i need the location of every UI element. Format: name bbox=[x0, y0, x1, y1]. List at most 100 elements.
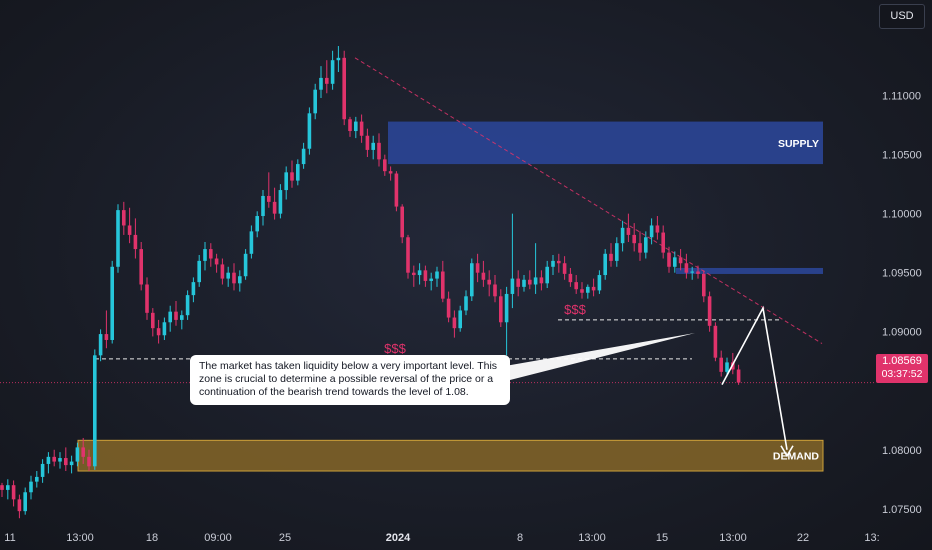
candle-bearish bbox=[133, 234, 138, 250]
candle-bullish bbox=[673, 257, 677, 267]
candle-bearish bbox=[232, 272, 236, 284]
candle-bearish bbox=[174, 311, 178, 320]
candle-bearish bbox=[383, 159, 387, 172]
candle-bearish bbox=[562, 263, 567, 274]
candle-bearish bbox=[568, 273, 573, 283]
candle-bullish bbox=[458, 310, 462, 329]
candle-bullish bbox=[301, 148, 306, 165]
projection-arrowhead bbox=[780, 445, 794, 458]
candle-bearish bbox=[11, 485, 16, 500]
y-axis-tick: 1.11000 bbox=[882, 91, 921, 103]
candle-bullish bbox=[243, 253, 248, 277]
candle-bearish bbox=[145, 284, 149, 313]
candle-bullish bbox=[191, 282, 196, 296]
candle-bullish bbox=[261, 195, 265, 217]
x-axis-tick: 13:00 bbox=[578, 532, 606, 544]
projection-path bbox=[721, 305, 788, 450]
candle-bullish bbox=[313, 89, 317, 114]
candle-bullish bbox=[98, 334, 103, 356]
annotation-pointer bbox=[505, 333, 695, 380]
candle-bearish bbox=[696, 271, 700, 274]
candle-bullish bbox=[470, 263, 474, 297]
candle-bullish bbox=[278, 190, 283, 214]
candle-bullish bbox=[597, 275, 602, 291]
candle-bearish bbox=[81, 447, 85, 457]
candle-bearish bbox=[342, 57, 346, 120]
candle-bearish bbox=[290, 172, 294, 181]
candle-bullish bbox=[429, 278, 433, 281]
candle-bearish bbox=[452, 317, 457, 329]
candle-bearish bbox=[394, 173, 399, 207]
x-axis-tick: 13:00 bbox=[66, 532, 94, 544]
candle-bearish bbox=[272, 201, 277, 214]
current-price-value: 1.08569 bbox=[882, 355, 922, 367]
x-axis-tick: 22 bbox=[797, 532, 809, 544]
candle-bearish bbox=[412, 272, 416, 276]
candle-bearish bbox=[87, 456, 91, 467]
candle-bearish bbox=[348, 119, 352, 132]
candle-bullish bbox=[371, 142, 375, 150]
candle-bullish bbox=[504, 293, 509, 323]
candle-bearish bbox=[475, 263, 480, 273]
candle-bullish bbox=[545, 266, 549, 284]
candle-bearish bbox=[499, 296, 503, 323]
candle-bullish bbox=[649, 225, 654, 238]
candle-bullish bbox=[435, 271, 439, 279]
x-axis-tick: 15 bbox=[656, 532, 668, 544]
candle-bullish bbox=[615, 243, 619, 261]
candle-bullish bbox=[58, 458, 62, 462]
candle-bullish bbox=[533, 277, 538, 285]
candle-bearish bbox=[151, 312, 155, 329]
candle-bearish bbox=[719, 357, 723, 372]
candle-bearish bbox=[406, 237, 410, 273]
current-price-tag: 1.08569 03:37:52 bbox=[876, 354, 928, 383]
candle-bearish bbox=[493, 284, 497, 297]
candle-bullish bbox=[69, 461, 74, 466]
candle-bullish bbox=[168, 311, 172, 323]
zone-supply bbox=[388, 121, 823, 165]
candle-bearish bbox=[707, 296, 712, 326]
candle-bullish bbox=[725, 362, 729, 372]
x-axis-tick: 11 bbox=[4, 532, 15, 544]
candle-bullish bbox=[226, 272, 230, 279]
candle-bearish bbox=[736, 369, 741, 383]
candle-bearish bbox=[365, 135, 370, 150]
candle-bearish bbox=[655, 225, 660, 233]
candle-bearish bbox=[481, 272, 486, 280]
candle-bearish bbox=[638, 243, 642, 253]
candle-bearish bbox=[52, 456, 56, 462]
candle-bullish bbox=[354, 121, 358, 132]
candle-bullish bbox=[93, 355, 97, 467]
candle-bullish bbox=[180, 315, 184, 320]
candle-bullish bbox=[29, 481, 33, 493]
candle-bearish bbox=[632, 234, 636, 244]
candle-bearish bbox=[441, 271, 445, 299]
candle-bullish bbox=[23, 492, 27, 512]
candle-bearish bbox=[626, 227, 631, 235]
candle-bearish bbox=[17, 499, 22, 512]
y-axis-tick: 1.10000 bbox=[882, 209, 922, 221]
candle-bullish bbox=[284, 172, 288, 191]
x-axis-tick: 13: bbox=[864, 532, 879, 544]
candle-bearish bbox=[127, 225, 132, 235]
candle-bullish bbox=[162, 322, 167, 336]
x-axis-tick: 13:00 bbox=[719, 532, 747, 544]
y-axis-tick: 1.08000 bbox=[882, 445, 922, 457]
x-axis-tick: 18 bbox=[146, 532, 158, 544]
candle-bearish bbox=[139, 249, 143, 285]
candle-bearish bbox=[388, 171, 393, 174]
candle-bearish bbox=[528, 279, 532, 285]
x-axis-tick: 2024 bbox=[386, 532, 411, 544]
candle-bearish bbox=[209, 249, 213, 259]
candle-bullish bbox=[620, 227, 625, 244]
candle-bullish bbox=[690, 271, 694, 273]
candle-bullish bbox=[603, 253, 607, 276]
candle-bearish bbox=[609, 253, 613, 261]
candle-bearish bbox=[713, 325, 718, 358]
candle-bullish bbox=[116, 210, 120, 267]
candle-bullish bbox=[586, 286, 590, 293]
annotation-callout[interactable]: The market has taken liquidity below a v… bbox=[190, 355, 510, 405]
candle-bearish bbox=[64, 458, 68, 466]
currency-button[interactable]: USD bbox=[879, 4, 925, 29]
